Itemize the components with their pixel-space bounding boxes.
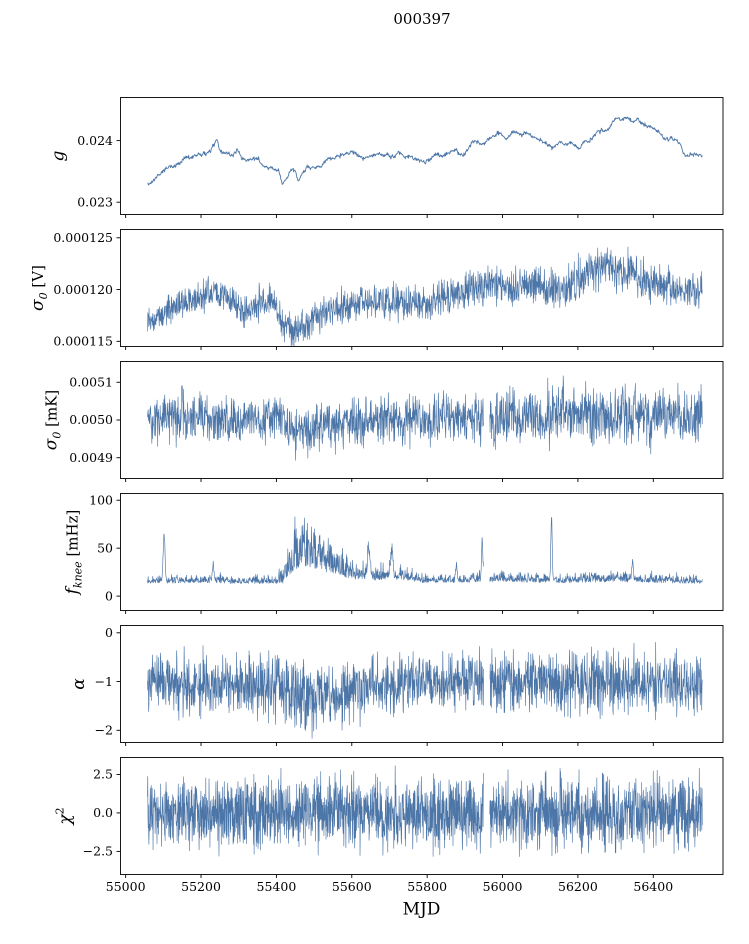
figure-title: 000397 [393,10,451,28]
subplot-chi2-canvas: −2.5 0.0 2.5 χ2 55000 55200 55400 55600 55800 560… [53,757,724,920]
y-tick-label: −1 [95,674,113,689]
axes-spines [120,97,724,215]
y-tick-label: 2.5 [93,767,113,782]
subplot-sigma0-V: 0.000115 0.000120 0.000125 σ0 [V] [0,229,749,353]
y-tick-label: 0.024 [77,133,113,148]
y-tick-label: 50 [97,540,113,555]
y-tick-label: 0 [105,625,113,640]
subplot-g-canvas: 0.023 0.024 g [49,97,724,218]
data-line-sigma0-mK [147,375,703,461]
y-axis-label-fknee: fknee [mHz] [62,510,84,597]
x-tick-label: 56200 [558,879,598,894]
y-tick-label: 0.0051 [69,374,113,389]
y-tick-label: −2 [95,723,113,738]
x-tick-label: 55800 [407,879,447,894]
data-line-chi2 [147,765,703,857]
y-tick-label: −2.5 [83,844,113,859]
y-tick-label: 100 [89,493,113,507]
subplot-stack: 0.023 0.024 g 0.000115 0.000120 0.000125 σ0 [V… [0,97,749,927]
y-tick-label: 0.0049 [69,450,113,465]
data-line-fknee [147,516,703,584]
subplot-sigma0-mK-canvas: 0.0049 0.0050 0.0051 σ0 [mK] [42,361,724,482]
y-axis-label-alpha: α [69,678,89,690]
x-tick-label: 56000 [483,879,523,894]
y-tick-label: 0.0 [93,805,113,820]
x-tick-label: 55400 [257,879,297,894]
y-axis-label-sigma0-mK: σ0 [mK] [42,390,64,451]
data-line-sigma0-V [147,246,703,346]
x-tick-label: 55600 [332,879,372,894]
subplot-alpha-canvas: −2 −1 0 α [69,625,724,746]
subplot-sigma0-V-canvas: 0.000115 0.000120 0.000125 σ0 [V] [28,229,724,350]
y-axis-label-chi2: χ2 [53,807,75,825]
subplot-chi2: −2.5 0.0 2.5 χ2 55000 55200 55400 55600 55800 560… [0,757,749,927]
x-tick-label: 56400 [633,879,673,894]
y-tick-label: 0.000120 [53,282,113,297]
y-axis-label-g: g [49,150,69,161]
subplot-alpha: −2 −1 0 α [0,625,749,749]
x-tick-label: 55200 [181,879,221,894]
data-line-g [147,116,703,186]
subplot-fknee-canvas: 0 50 100 fknee [mHz] [62,492,724,614]
y-tick-label: 0.0050 [69,412,113,427]
x-tick-label: 55000 [106,879,146,894]
axes-spines [120,229,724,347]
y-tick-label: 0.023 [77,194,113,209]
y-tick-label: 0.000115 [53,334,113,349]
axes-spines [120,493,724,611]
axes-spines [120,625,724,743]
subplot-fknee: 0 50 100 fknee [mHz] [0,492,749,617]
data-line-alpha [147,642,703,739]
x-axis-label: MJD [403,900,441,920]
subplot-sigma0-mK: 0.0049 0.0050 0.0051 σ0 [mK] [0,361,749,485]
y-tick-label: 0.000125 [53,230,113,245]
y-axis-label-sigma0-V: σ0 [V] [28,265,50,311]
axes-spines [120,757,724,875]
y-tick-label: 0 [105,588,113,603]
subplot-g: 0.023 0.024 g [0,97,749,221]
